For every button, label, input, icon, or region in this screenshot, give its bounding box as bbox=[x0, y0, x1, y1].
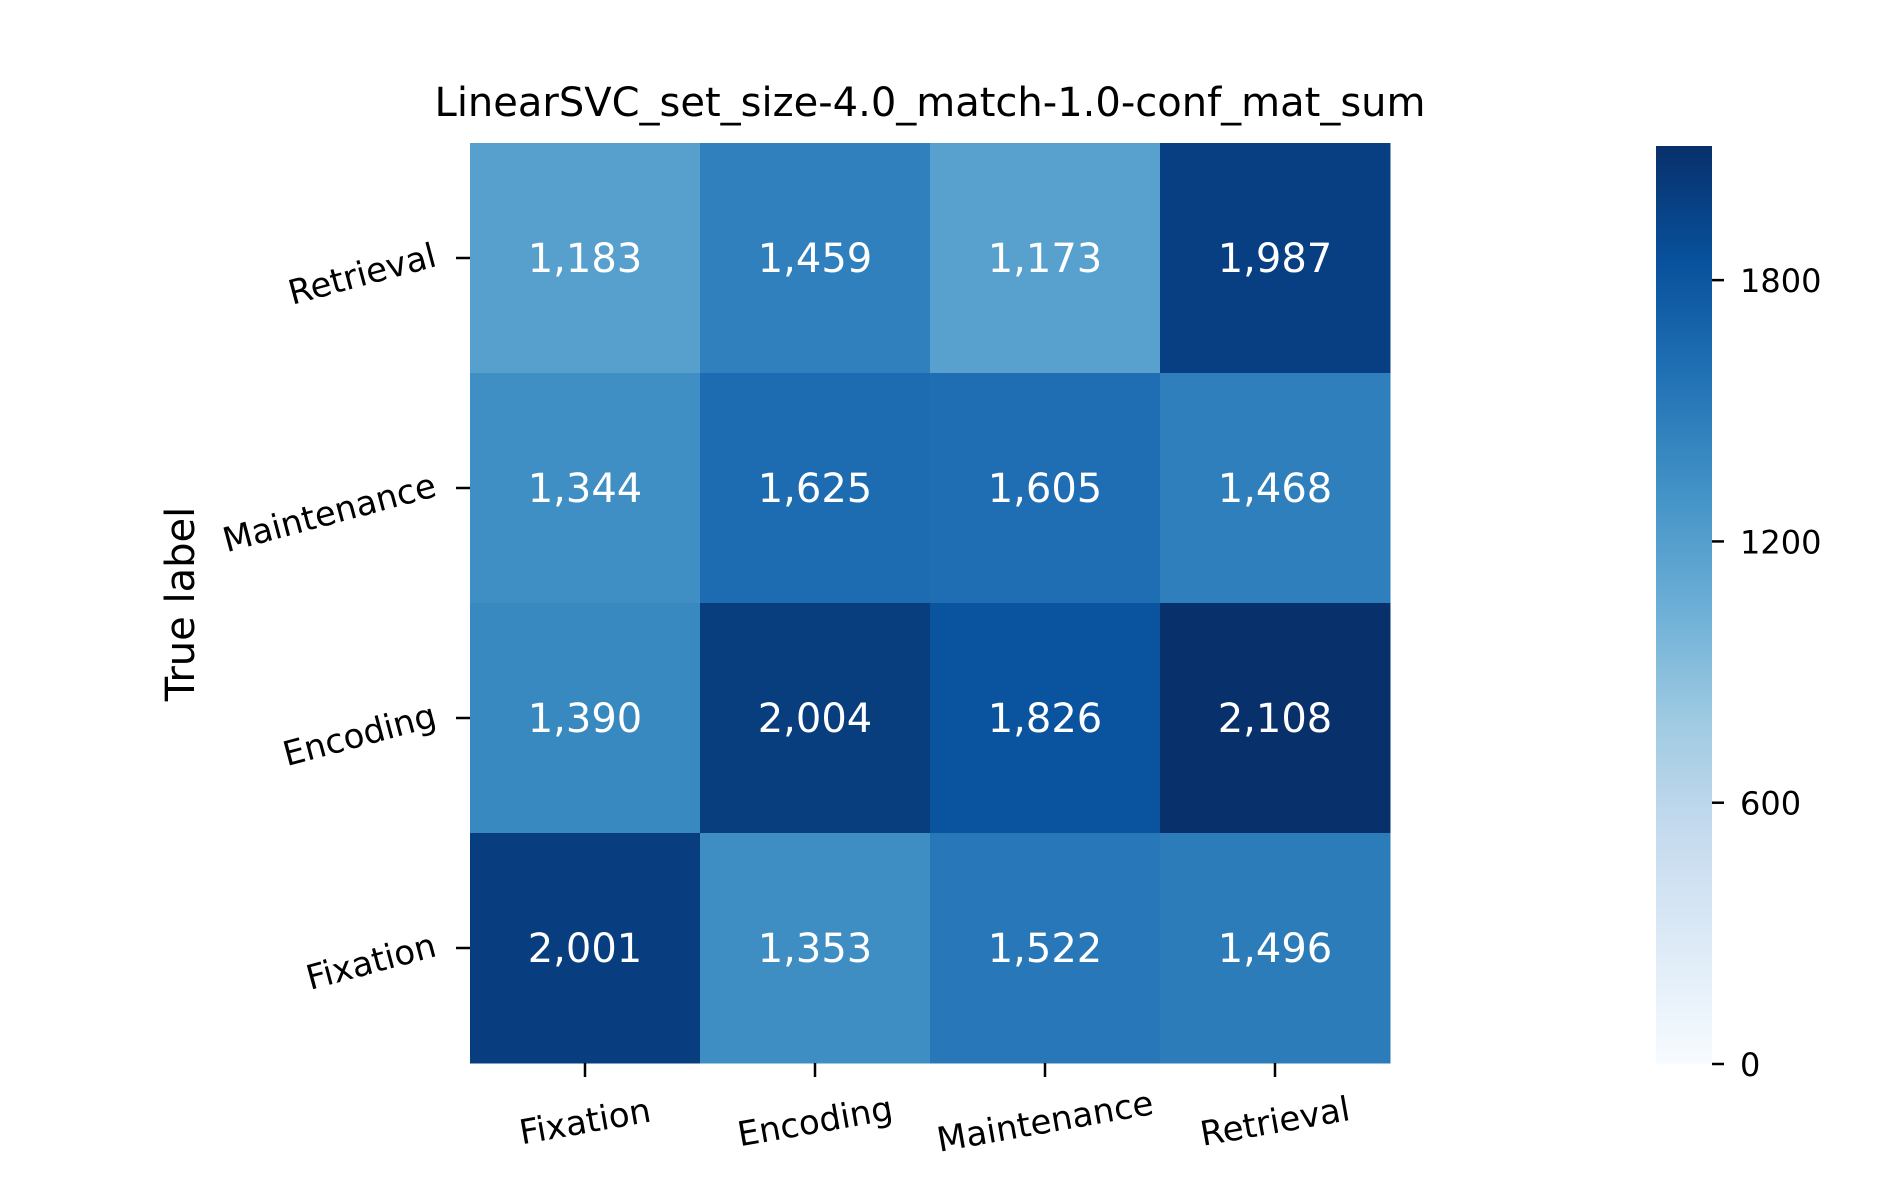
heatmap-cell bbox=[1160, 603, 1391, 834]
cell-value-label: 1,353 bbox=[758, 926, 873, 972]
cell-value-label: 1,625 bbox=[758, 466, 873, 512]
cell-value-label: 2,004 bbox=[758, 696, 873, 742]
colorbar bbox=[1656, 146, 1712, 1064]
heatmap-cell bbox=[1160, 833, 1391, 1064]
y-tick-label: Encoding bbox=[279, 696, 441, 775]
heatmap-cell bbox=[470, 373, 701, 604]
heatmap-cells bbox=[470, 143, 1391, 1064]
heatmap-cell bbox=[700, 373, 931, 604]
y-axis-label: True label bbox=[158, 507, 204, 702]
heatmap-cell bbox=[930, 603, 1161, 834]
cell-value-label: 1,459 bbox=[758, 236, 873, 282]
x-axis: Fixation Encoding Maintenance Retrieval bbox=[516, 1063, 1353, 1161]
heatmap-cell bbox=[470, 603, 701, 834]
cell-value-label: 1,183 bbox=[528, 236, 643, 282]
cell-value-label: 1,987 bbox=[1218, 236, 1333, 282]
heatmap-cell bbox=[470, 833, 701, 1064]
cell-value-label: 2,108 bbox=[1218, 696, 1333, 742]
heatmap-cell-labels: 1,183 1,459 1,173 1,987 1,344 1,625 1,605 1,468… bbox=[528, 236, 1333, 972]
cell-value-label: 2,001 bbox=[528, 926, 643, 972]
heatmap-cell bbox=[700, 833, 931, 1064]
cell-value-label: 1,390 bbox=[528, 696, 643, 742]
colorbar-tick-label: 0 bbox=[1740, 1046, 1760, 1084]
cell-value-label: 1,522 bbox=[988, 926, 1103, 972]
heatmap-cell bbox=[930, 143, 1161, 374]
y-tick-label: Maintenance bbox=[219, 466, 441, 561]
heatmap-cell bbox=[700, 603, 931, 834]
chart-title: LinearSVC_set_size-4.0_match-1.0-conf_ma… bbox=[435, 80, 1426, 126]
cell-value-label: 1,344 bbox=[528, 466, 643, 512]
heatmap-cell bbox=[930, 373, 1161, 604]
cell-value-label: 1,496 bbox=[1218, 926, 1333, 972]
y-tick-label: Retrieval bbox=[284, 236, 440, 314]
heatmap-cell bbox=[700, 143, 931, 374]
x-tick-label: Encoding bbox=[735, 1089, 896, 1156]
cell-value-label: 1,468 bbox=[1218, 466, 1333, 512]
x-tick-label: Retrieval bbox=[1197, 1089, 1353, 1155]
cell-value-label: 1,826 bbox=[988, 696, 1103, 742]
heatmap-cell bbox=[1160, 143, 1391, 374]
colorbar-tick-label: 1200 bbox=[1740, 523, 1821, 561]
cell-value-label: 1,173 bbox=[988, 236, 1103, 282]
y-axis: Retrieval Maintenance Encoding Fixation bbox=[219, 236, 470, 999]
heatmap-cell bbox=[930, 833, 1161, 1064]
x-tick-label: Maintenance bbox=[934, 1083, 1157, 1160]
cell-value-label: 1,605 bbox=[988, 466, 1103, 512]
x-tick-label: Fixation bbox=[516, 1091, 654, 1153]
colorbar-tick-label: 1800 bbox=[1740, 262, 1821, 300]
colorbar-ticks: 0 600 1200 1800 bbox=[1712, 262, 1821, 1084]
heatmap-cell bbox=[1160, 373, 1391, 604]
colorbar-tick-label: 600 bbox=[1740, 785, 1801, 823]
y-tick-label: Fixation bbox=[302, 926, 440, 999]
heatmap-cell bbox=[470, 143, 701, 374]
